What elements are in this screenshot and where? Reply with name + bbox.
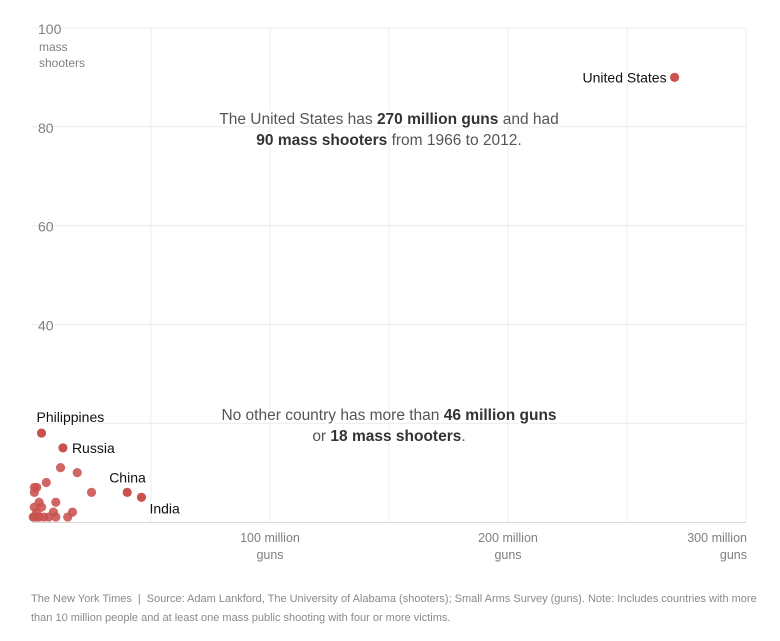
- country-point: [32, 482, 42, 493]
- grid: [32, 27, 747, 522]
- annotation-text: and had: [498, 111, 558, 128]
- y-unit-label: shooters: [39, 56, 85, 70]
- annotation-line: The United States has 270 million guns a…: [219, 111, 558, 128]
- country-point: [44, 512, 54, 522]
- data-points: [28, 72, 680, 522]
- x-tick-label: 200 million: [478, 531, 538, 545]
- annotation-line: or 18 mass shooters.: [312, 428, 465, 445]
- country-point: [72, 468, 82, 478]
- country-point: [32, 512, 42, 522]
- scatter-chart: 100 mass shooters 80 60 40 100 million guns 200 …: [28, 21, 747, 562]
- x-tick-label: guns: [256, 548, 283, 562]
- y-unit-label: mass: [39, 40, 68, 54]
- y-tick-label: 80: [38, 120, 54, 136]
- annotation-line: No other country has more than 46 millio…: [221, 407, 556, 424]
- country-point: [55, 463, 66, 473]
- annotation-line: 90 mass shooters from 1966 to 2012.: [256, 132, 521, 149]
- y-tick-label: 40: [38, 317, 54, 333]
- country-point: [36, 502, 47, 512]
- footer-separator: |: [137, 593, 141, 605]
- footer-publisher: The New York Times: [31, 593, 132, 605]
- annotation-text: from 1966 to 2012.: [387, 132, 521, 149]
- label-india: India: [149, 500, 180, 516]
- point-china: [122, 487, 132, 497]
- footer: The New York Times | Source: Adam Lankford…: [31, 590, 761, 628]
- point-united-states: [670, 72, 680, 82]
- footer-source-note: Source: Adam Lankford, The University of…: [31, 593, 757, 624]
- label-united-states: United States: [583, 69, 667, 85]
- y-tick-label: 60: [38, 219, 54, 235]
- country-point: [51, 497, 61, 507]
- x-tick-label: guns: [494, 548, 521, 562]
- annotation-text: or: [312, 428, 330, 445]
- point-russia: [58, 443, 68, 453]
- country-point: [41, 477, 51, 488]
- x-tick-label: 100 million: [240, 531, 300, 545]
- annotation-emphasis: 18 mass shooters: [330, 428, 461, 445]
- label-philippines: Philippines: [37, 409, 105, 425]
- annotation-text: The United States has: [219, 111, 377, 128]
- annotation-emphasis: 90 mass shooters: [256, 132, 387, 149]
- country-point: [51, 512, 61, 522]
- point-india: [136, 492, 147, 502]
- label-russia: Russia: [72, 440, 115, 456]
- annotation-emphasis: 46 million guns: [444, 407, 557, 424]
- axes: 100 mass shooters 80 60 40 100 million guns 200 …: [32, 21, 747, 562]
- point-philippines: [36, 428, 47, 438]
- annotation-text: .: [461, 428, 465, 445]
- annotation-emphasis: 270 million guns: [377, 111, 498, 128]
- country-point: [86, 487, 97, 497]
- country-point: [63, 512, 73, 522]
- annotation-text: No other country has more than: [221, 407, 443, 424]
- label-china: China: [109, 469, 146, 485]
- y-tick-label: 100: [38, 21, 62, 37]
- x-tick-label: 300 million: [687, 531, 747, 545]
- x-tick-label: guns: [720, 548, 747, 562]
- annotations: The United States has 270 million guns a…: [217, 108, 561, 447]
